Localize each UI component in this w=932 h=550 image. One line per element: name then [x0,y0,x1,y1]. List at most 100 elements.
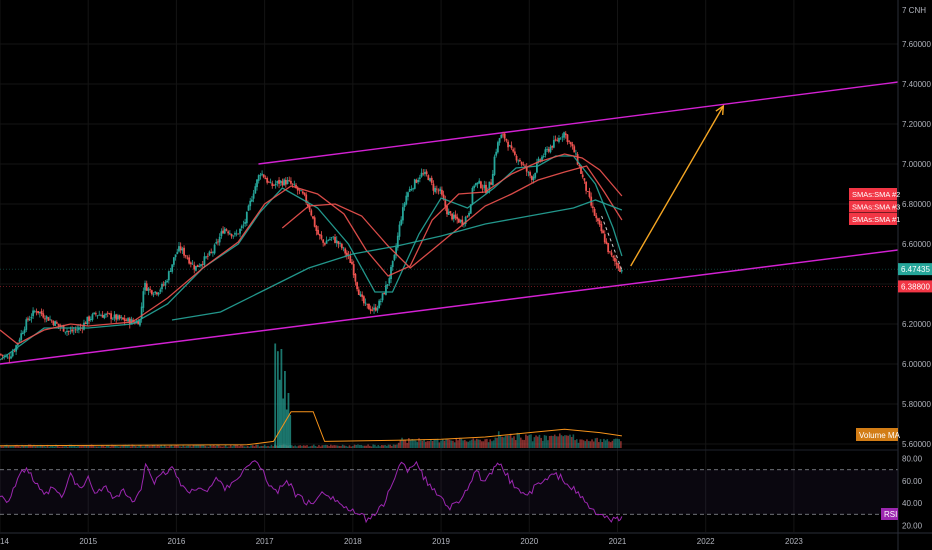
candle-body [588,191,591,197]
candle-body [264,177,267,180]
candle-body [227,231,230,234]
candle-body [147,288,150,291]
volume-bar [134,446,137,448]
volume-bar [160,444,162,448]
y-tick-label: 7.00000 [902,160,931,169]
volume-bar [450,440,453,448]
volume-bar [397,442,400,448]
candle-body [249,200,252,207]
candle-body [522,164,525,166]
candle-body [503,133,506,139]
volume-bar [223,446,225,448]
candle-body [50,320,53,322]
candle-body [368,303,370,310]
candle-body [327,240,330,242]
volume-bar [78,446,81,448]
volume-bar [369,445,371,448]
volume-bar [245,446,247,448]
candle-body [568,140,571,142]
volume-bar [106,445,108,448]
candle-body [55,322,58,324]
volume-bar [24,445,27,448]
candle-body [64,331,67,333]
volume-bar [173,445,176,448]
candle-body [86,316,89,324]
candle-body [323,243,326,245]
volume-bar [620,441,622,448]
candle-body [410,188,413,190]
candle-body [76,329,79,331]
volume-bar [545,435,548,448]
volume-bar [567,435,570,448]
candle-body [123,318,126,322]
candle-body [457,218,460,223]
volume-bar [268,446,271,448]
candle-body [554,139,557,141]
volume-bar [536,436,539,448]
volume-bar [453,442,456,448]
volume-bar [358,445,361,448]
volume-bar [530,434,532,448]
volume-bar [389,444,391,448]
volume-bar [469,440,471,448]
volume-bar [586,439,588,448]
candle-body [167,271,170,281]
candle-body [215,242,218,244]
volume-bar [146,445,149,448]
volume-bar [290,445,293,448]
candle-body [525,166,528,172]
candle-body [101,314,104,318]
volume-bar [360,444,363,448]
volume-bar [214,446,217,448]
candle-body [354,274,357,282]
volume-bar [421,440,424,448]
volume-bar [542,440,544,448]
candle-body [349,255,352,263]
candle-body [223,228,226,234]
volume-bar [197,445,200,448]
volume-spike-bar [276,351,279,448]
candle-body [93,312,96,315]
volume-bar [255,444,257,448]
volume-bar [141,446,144,448]
x-tick-label: 2023 [785,537,803,546]
candle-body [534,172,537,178]
candle-body [508,145,511,147]
volume-bar [598,442,600,448]
candle-body [105,313,107,315]
rsi-tick-label: 20.00 [902,521,923,530]
x-tick-label: 2016 [168,537,186,546]
volume-bar [591,439,593,448]
volume-bar [569,434,571,448]
candle-body [547,149,550,152]
candle-body [447,211,450,215]
candle-body [329,239,331,240]
volume-bar [201,445,203,448]
candle-body [486,190,489,193]
volume-bar [192,444,195,448]
candle-body [408,189,411,192]
candle-body [429,178,431,181]
candle-body [166,280,168,283]
volume-bar [341,444,344,448]
candle-body [303,192,306,195]
candle-body [6,356,9,358]
volume-bar [311,445,313,448]
volume-bar [447,439,449,448]
annotations[interactable] [601,104,725,271]
volume-bar [582,440,585,448]
volume-bar [414,440,417,448]
candle-body [575,153,577,155]
sma-line [281,165,623,269]
candle-body [218,236,221,243]
candle-body [332,236,335,238]
volume-bar [175,444,178,448]
candle-body [471,187,474,205]
candle-body [483,184,486,189]
candle-body [44,318,46,320]
volume-bar [89,444,91,448]
trend-channel[interactable] [0,81,899,365]
volume-bar [170,444,173,448]
candle-body [186,257,189,259]
